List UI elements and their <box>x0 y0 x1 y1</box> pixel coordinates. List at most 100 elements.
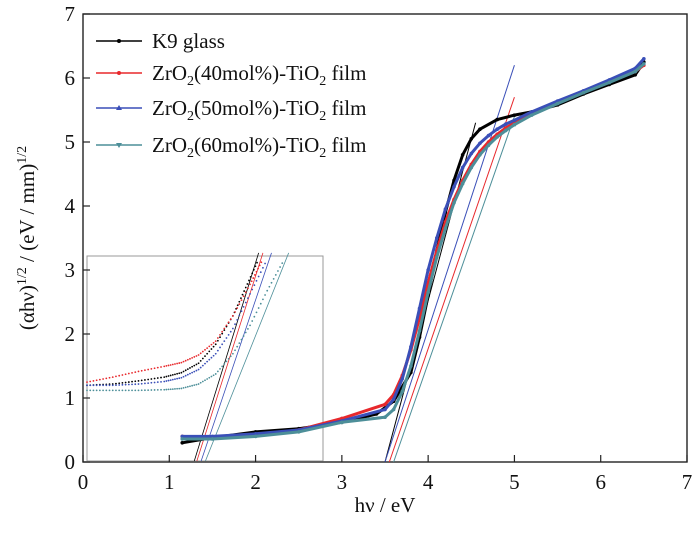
inset-series-point <box>156 366 159 369</box>
inset-series-point <box>111 389 114 392</box>
inset-series-point <box>127 381 130 383</box>
inset-series-point <box>153 389 156 391</box>
inset-series-point <box>210 343 213 346</box>
inset-series-point <box>121 389 124 392</box>
inset-series-point <box>127 389 130 392</box>
inset-series-point <box>240 310 243 313</box>
inset-series-point <box>95 389 98 392</box>
inset-series-point <box>231 327 234 330</box>
inset-series-point <box>197 354 200 356</box>
inset-series-point <box>251 272 254 275</box>
inset-series-point <box>219 368 221 370</box>
legend-label: ZrO2(50mol%)-TiO2 film <box>152 96 366 124</box>
inset-series-point <box>165 375 168 378</box>
inset-series-point <box>153 377 156 380</box>
inset-series-point <box>186 373 189 376</box>
series-point <box>443 207 448 211</box>
inset-series-point <box>253 274 256 276</box>
inset-series-point <box>165 380 168 382</box>
series-point <box>180 441 185 445</box>
inset-series-point <box>252 268 255 271</box>
series-point <box>486 133 491 138</box>
y-axis-title-sup-1: 1/2 <box>15 267 30 285</box>
inset-series-point <box>266 289 269 292</box>
series-point <box>633 73 638 77</box>
inset-series-point <box>127 372 130 375</box>
series-point <box>581 90 586 95</box>
inset-series-point <box>210 348 213 350</box>
inset-series-point <box>178 372 181 375</box>
legend-entry: K9 glass <box>96 29 225 53</box>
inset-series-point <box>182 360 185 363</box>
inset-series-point <box>118 384 121 386</box>
inset-series-point <box>169 379 172 382</box>
inset-series-point <box>121 383 124 386</box>
series-point <box>400 377 405 381</box>
inset-series-point <box>167 379 170 382</box>
legend: K9 glass ZrO2(40mol%)-TiO2 film ZrO2(50m… <box>96 29 366 161</box>
inset-series-point <box>197 368 200 371</box>
legend-label: K9 glass <box>152 29 225 53</box>
series-point <box>443 226 448 231</box>
legend-label-sub: 2 <box>187 146 194 161</box>
inset-series-point <box>131 380 133 383</box>
series-point <box>180 437 185 441</box>
inset-series-point <box>105 384 108 387</box>
inset-series-point <box>221 343 224 346</box>
inset-series-point <box>137 379 140 382</box>
inset-series-point <box>277 270 279 272</box>
tangent-line <box>384 65 515 463</box>
inset-series-point <box>229 330 232 333</box>
series-point <box>383 402 387 407</box>
inset-series-point <box>131 383 133 386</box>
inset-series-point <box>115 384 117 387</box>
series-point <box>383 407 387 412</box>
inset-series-point <box>249 324 251 327</box>
y-axis-title-part-b: / (eV / mm) <box>15 164 39 267</box>
inset-series-point <box>246 283 249 285</box>
y-axis-title: (αhν)1/2 / (eV / mm)1/2 <box>15 146 39 330</box>
inset-series-point <box>131 371 133 374</box>
legend-label-post: film <box>326 96 366 120</box>
inset-series-point <box>229 355 232 358</box>
series-point <box>460 181 465 186</box>
inset-series-point <box>219 346 221 349</box>
series-point <box>495 135 499 139</box>
inset-series-point <box>86 389 88 392</box>
series-point <box>253 432 258 436</box>
inset-series-point <box>165 365 168 367</box>
inset-series-point <box>176 377 179 380</box>
series-point <box>426 268 430 272</box>
legend-label-sub2: 2 <box>319 109 326 124</box>
inset-series-point <box>174 378 176 381</box>
inset-series-point <box>134 380 137 383</box>
inset-tangent-line <box>200 252 272 462</box>
series-point <box>642 57 646 61</box>
inset-series-point <box>223 362 226 365</box>
inset-series-point <box>242 305 245 308</box>
inset-series-point <box>221 332 224 335</box>
inset-series-point <box>216 339 219 342</box>
inset-series-point <box>251 320 254 322</box>
inset-series-point <box>102 378 104 380</box>
inset-series-point <box>180 376 183 379</box>
y-tick-label: 6 <box>65 66 76 90</box>
inset-series-point <box>201 357 204 360</box>
inset-series-point <box>189 357 191 360</box>
inset-series-point <box>98 384 101 387</box>
inset-series-point <box>210 356 213 359</box>
inset-series-point <box>257 267 259 270</box>
inset-series-point <box>204 379 206 382</box>
legend-entry: ZrO2(50mol%)-TiO2 film <box>96 96 366 124</box>
inset-series-point <box>178 377 181 380</box>
inset-series-point <box>250 280 253 283</box>
inset-series-point <box>208 358 211 361</box>
legend-label: ZrO2(60mol%)-TiO2 film <box>152 133 366 161</box>
inset-series-point <box>221 330 224 333</box>
inset-series-point <box>180 371 183 374</box>
inset-series-point <box>163 365 166 368</box>
series-point <box>434 255 439 259</box>
inset-series-point <box>150 381 153 384</box>
inset-series-point <box>184 359 187 362</box>
